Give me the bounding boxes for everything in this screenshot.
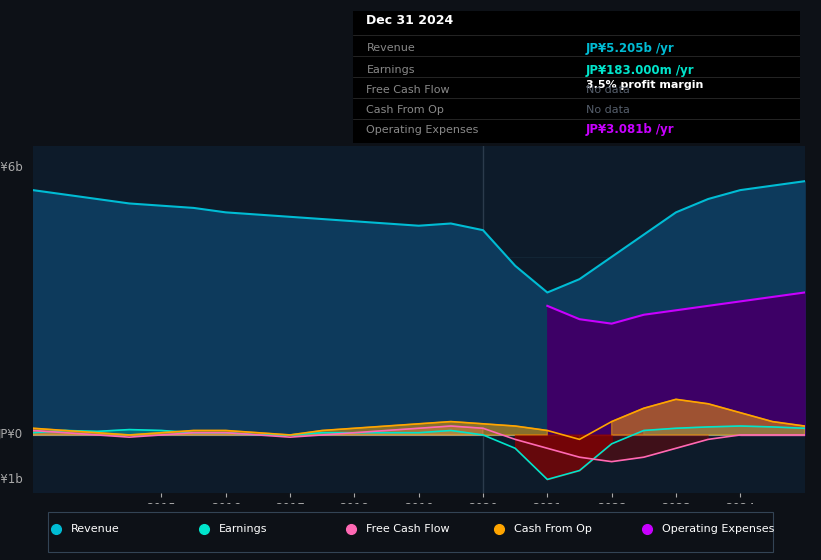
Text: JP¥5.205b /yr: JP¥5.205b /yr [585, 41, 674, 54]
Text: JP¥6b: JP¥6b [0, 161, 23, 174]
Text: Cash From Op: Cash From Op [366, 105, 444, 115]
Text: No data: No data [585, 85, 630, 95]
Text: JP¥0: JP¥0 [0, 428, 23, 441]
Text: Earnings: Earnings [218, 524, 267, 534]
Text: Cash From Op: Cash From Op [514, 524, 592, 534]
Text: 3.5% profit margin: 3.5% profit margin [585, 80, 703, 90]
Text: Earnings: Earnings [366, 66, 415, 76]
Text: Revenue: Revenue [71, 524, 119, 534]
Text: Free Cash Flow: Free Cash Flow [366, 524, 450, 534]
Text: JP¥183.000m /yr: JP¥183.000m /yr [585, 64, 695, 77]
Text: Operating Expenses: Operating Expenses [366, 125, 479, 134]
Text: JP¥3.081b /yr: JP¥3.081b /yr [585, 123, 674, 136]
Text: -JP¥1b: -JP¥1b [0, 473, 23, 486]
Text: Operating Expenses: Operating Expenses [662, 524, 774, 534]
Text: Revenue: Revenue [366, 43, 415, 53]
Text: No data: No data [585, 105, 630, 115]
Text: Free Cash Flow: Free Cash Flow [366, 85, 450, 95]
Text: Dec 31 2024: Dec 31 2024 [366, 14, 454, 27]
